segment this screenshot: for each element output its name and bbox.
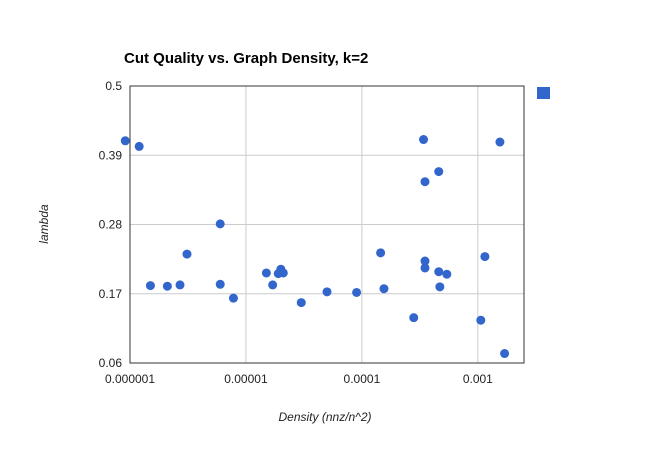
- data-point: [379, 284, 389, 294]
- data-point: [120, 136, 130, 146]
- data-point: [261, 268, 271, 278]
- data-point: [352, 287, 362, 297]
- x-tick-label: 0.00001: [224, 372, 268, 386]
- data-point: [228, 293, 238, 303]
- x-tick-label: 0.0001: [344, 372, 381, 386]
- data-point: [296, 298, 306, 308]
- chart-title: Cut Quality vs. Graph Density, k=2: [124, 50, 368, 67]
- x-axis-title: Density (nnz/n^2): [279, 410, 372, 424]
- data-point: [420, 256, 430, 266]
- legend-swatch: [537, 87, 550, 99]
- data-point: [434, 167, 444, 177]
- data-point: [268, 280, 278, 290]
- y-tick-label: 0.5: [105, 79, 122, 93]
- data-point: [420, 263, 430, 273]
- data-point: [162, 281, 172, 291]
- data-point: [500, 349, 510, 359]
- data-point: [376, 248, 386, 258]
- y-tick-label: 0.39: [99, 148, 123, 162]
- data-point: [435, 282, 445, 292]
- data-point: [182, 249, 192, 259]
- data-point: [175, 280, 185, 290]
- data-point: [322, 287, 332, 297]
- data-point: [278, 268, 288, 278]
- x-tick-label: 0.001: [463, 372, 493, 386]
- data-point: [434, 267, 444, 277]
- data-point: [480, 252, 490, 262]
- axis-ticks: 0.06 0.17 0.28 0.39 0.5 0.000001 0.00001 0.0001…: [99, 79, 494, 386]
- data-point: [495, 137, 505, 147]
- x-tick-label: 0.000001: [105, 372, 155, 386]
- data-point: [145, 281, 155, 291]
- data-point: [215, 219, 225, 229]
- data-points: [120, 135, 510, 359]
- data-point: [442, 269, 452, 279]
- data-point: [409, 313, 419, 323]
- gridlines: [129, 85, 524, 364]
- y-tick-label: 0.06: [99, 356, 123, 370]
- y-axis-title: lambda: [37, 204, 51, 244]
- data-point: [476, 315, 486, 325]
- plot-area-frame: [129, 85, 525, 364]
- data-point: [420, 177, 430, 187]
- y-tick-label: 0.28: [99, 218, 123, 232]
- data-point: [419, 135, 429, 145]
- data-point: [215, 279, 225, 289]
- y-tick-label: 0.17: [99, 287, 123, 301]
- data-point: [134, 141, 144, 151]
